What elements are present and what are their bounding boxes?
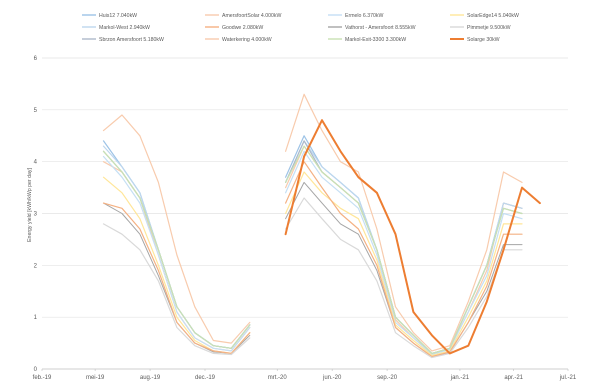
x-tick-label: apr.-21 bbox=[504, 375, 523, 381]
y-tick-label: 3 bbox=[34, 212, 38, 218]
legend-label: Markol-Exit-3300 3.300kW bbox=[345, 37, 406, 43]
x-tick-label: dec.-19 bbox=[195, 375, 216, 381]
y-tick-label: 0 bbox=[34, 367, 38, 373]
legend-label: Markol-West 2.940kW bbox=[99, 25, 150, 31]
legend-label: Huis12 7.040kW bbox=[99, 13, 137, 19]
legend-label: Vathorst - Amersfoort 8.555kW bbox=[345, 25, 416, 31]
legend-label: Waterkering 4.000kW bbox=[222, 37, 272, 43]
legend-entry: SolarEdge14 5.040kW bbox=[450, 13, 519, 19]
series-2 bbox=[102, 150, 523, 356]
gridlines bbox=[42, 57, 568, 370]
legend-entry: Waterkering 4.000kW bbox=[205, 37, 272, 43]
y-axis-title: Energy yield [kWh/kWp per day] bbox=[27, 168, 33, 242]
y-tick-label: 2 bbox=[34, 263, 38, 269]
legend-entry: Goodwe 2.080kW bbox=[205, 25, 263, 31]
y-tick-label: 1 bbox=[34, 315, 38, 321]
series-11 bbox=[284, 119, 541, 355]
series-lines bbox=[102, 93, 541, 359]
legend-label: Goodwe 2.080kW bbox=[222, 25, 263, 31]
legend-label: Solarge 30kW bbox=[467, 37, 500, 43]
x-tick-label: mei-19 bbox=[86, 375, 105, 381]
x-tick-label: sep.-20 bbox=[377, 375, 398, 381]
x-tick-label: jul.-21 bbox=[559, 375, 577, 381]
legend: Huis12 7.040kW AmersfoortSolar 4.000kW Erm… bbox=[82, 13, 519, 43]
y-tick-label: 6 bbox=[34, 56, 38, 62]
legend-entry: Ermelo 6.370kW bbox=[328, 13, 383, 19]
x-tick-label: jun.-20 bbox=[322, 375, 342, 381]
y-axis-ticks: 0 1 2 3 4 5 6 bbox=[34, 56, 38, 373]
legend-entry: Markol-Exit-3300 3.300kW bbox=[328, 37, 406, 43]
legend-label: Pimmetje 9.500kW bbox=[467, 25, 511, 31]
y-tick-label: 4 bbox=[34, 160, 38, 166]
legend-entry: Vathorst - Amersfoort 8.555kW bbox=[328, 25, 416, 31]
legend-entry: Pimmetje 9.500kW bbox=[450, 25, 511, 31]
legend-entry: Solarge 30kW bbox=[450, 37, 500, 43]
legend-entry: Markol-West 2.940kW bbox=[82, 25, 150, 31]
series-10 bbox=[102, 145, 523, 354]
series-9 bbox=[102, 93, 523, 352]
x-tick-label: aug.-19 bbox=[140, 375, 161, 381]
series-5 bbox=[102, 161, 523, 358]
y-tick-label: 5 bbox=[34, 108, 38, 114]
legend-entry: AmersfoortSolar 4.000kW bbox=[205, 13, 281, 19]
x-axis-ticks: feb.-19 mei-19 aug.-19 dec.-19 mrt.-20 jun.-2… bbox=[33, 369, 577, 381]
x-tick-label: jan.-21 bbox=[450, 375, 470, 381]
legend-label: Ermelo 6.370kW bbox=[345, 13, 383, 19]
series-7 bbox=[102, 197, 523, 359]
legend-entry: Huis12 7.040kW bbox=[82, 13, 137, 19]
x-tick-label: mrt.-20 bbox=[268, 375, 288, 381]
legend-entry: Sbrzon Amersfoort 5.180kW bbox=[82, 37, 164, 43]
legend-label: SolarEdge14 5.040kW bbox=[467, 13, 519, 19]
legend-label: AmersfoortSolar 4.000kW bbox=[222, 13, 281, 19]
legend-label: Sbrzon Amersfoort 5.180kW bbox=[99, 37, 164, 43]
x-tick-label: feb.-19 bbox=[33, 375, 52, 381]
